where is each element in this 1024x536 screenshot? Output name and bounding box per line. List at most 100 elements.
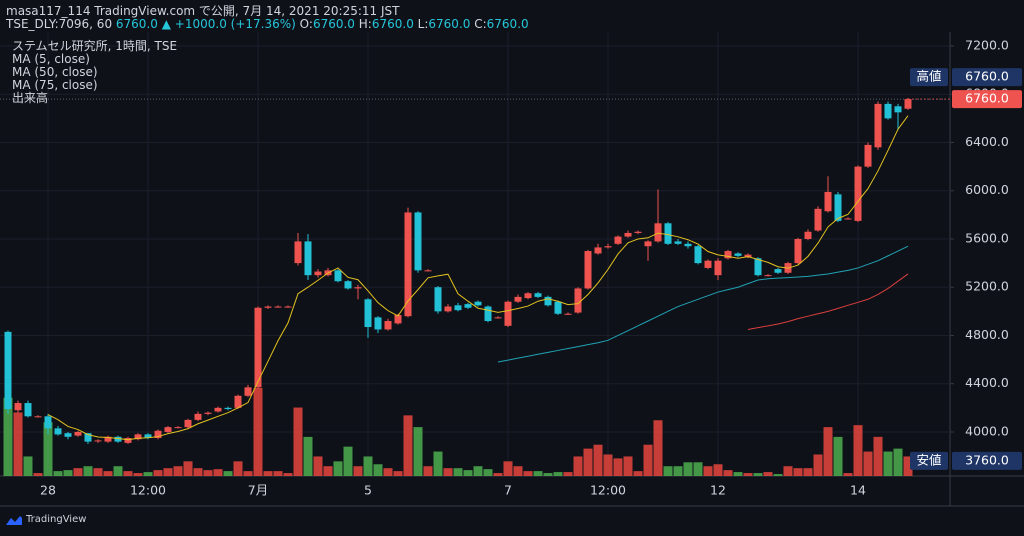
candle-body [24, 403, 32, 417]
volume-bar [773, 474, 783, 476]
volume-bar [793, 468, 803, 476]
candle-body [414, 212, 422, 271]
candle-body [104, 436, 112, 442]
candle-body [884, 103, 892, 119]
volume-bar [473, 466, 483, 476]
volume-bar [893, 448, 903, 476]
candle-body [464, 304, 472, 308]
y-tick-label: 7200.0 [965, 37, 1009, 52]
volume-bar [133, 473, 143, 476]
volume-bar [183, 461, 193, 476]
candle-body [824, 191, 832, 212]
volume-bar [203, 470, 213, 476]
ma-line [47, 115, 909, 441]
volume-bar [253, 388, 263, 476]
volume-bar [103, 471, 113, 476]
volume-bar [723, 470, 733, 476]
volume-bar [403, 415, 413, 476]
candle-body [264, 306, 272, 308]
x-tick-label: 28 [40, 483, 56, 498]
change: +1000.0 (+17.36%) [174, 17, 296, 31]
x-tick-label: 14 [850, 483, 866, 498]
volume-bar [383, 468, 393, 476]
candle-body [714, 260, 722, 276]
low-tag-box [910, 451, 948, 470]
volume-bar [753, 473, 763, 476]
chart-title: ステムセル研究所, 1時間, TSE [12, 39, 178, 53]
volume-bar [263, 471, 273, 476]
volume-bar [833, 436, 843, 476]
candle-body [124, 438, 132, 443]
candle-body [224, 407, 232, 410]
volume-bar [153, 470, 163, 476]
volume-bar [453, 468, 463, 476]
candle-body [644, 241, 652, 247]
candle-body [274, 306, 282, 308]
candle-body [594, 247, 602, 254]
price: 6760.0 [115, 17, 158, 31]
candle-body [684, 243, 692, 247]
ohlc-value: 6760.0 [486, 17, 529, 31]
volume-bar [313, 456, 323, 476]
volume-bar [193, 468, 203, 476]
candle-body [524, 293, 532, 299]
y-tick-label: 5200.0 [965, 279, 1009, 294]
volume-bar [573, 456, 583, 476]
candle-body [74, 431, 82, 436]
last-value-box [952, 90, 1022, 109]
volume-bar [553, 472, 563, 476]
legend-entry: MA (5, close) [12, 52, 90, 66]
volume-bar [463, 470, 473, 476]
candle-body [484, 306, 492, 322]
x-tick-label: 12:00 [130, 483, 166, 498]
volume-bar [503, 461, 513, 476]
volume-bar [353, 466, 363, 476]
legend: ステムセル研究所, 1時間, TSE MA (5, close) MA (50,… [12, 40, 177, 105]
volume-bar [673, 466, 683, 476]
candle-body [204, 412, 212, 414]
candle-body [394, 314, 402, 324]
volume-bar [433, 451, 443, 476]
candle-body [84, 433, 92, 442]
volume-bar [273, 471, 283, 476]
ohlc-value: 6760.0 [371, 17, 414, 31]
volume-bar [213, 469, 223, 476]
ohlc-key: H: [358, 17, 372, 31]
volume-bar [73, 468, 83, 476]
candle-body [604, 246, 612, 248]
candle-body [364, 299, 372, 328]
candle-body [454, 305, 462, 311]
candle-body [624, 232, 632, 237]
ohlc-key: C: [474, 17, 487, 31]
candle-body [134, 434, 142, 440]
branding: TradingView [6, 514, 86, 525]
x-tick-label: 5 [364, 483, 372, 498]
candle-body [774, 269, 782, 273]
volume-bar [3, 397, 13, 476]
ma-line [747, 273, 909, 330]
candle-body [114, 436, 122, 442]
volume-bar [243, 471, 253, 476]
candle-body [754, 258, 762, 276]
candle-body [804, 231, 812, 239]
volume-bar [703, 466, 713, 476]
ohlc-value: 6760.0 [428, 17, 471, 31]
volume-bar [763, 472, 773, 476]
volume-bar [93, 468, 103, 476]
high-value: 6760.0 [965, 69, 1009, 84]
volume-bar [613, 458, 623, 476]
volume-bar [523, 471, 533, 476]
legend-entry: MA (50, close) [12, 65, 98, 79]
volume-bar [83, 466, 93, 476]
high-tag-box [910, 68, 948, 87]
ma-line [497, 245, 909, 363]
candle-body [494, 317, 502, 319]
y-tick-label: 4400.0 [965, 375, 1009, 390]
legend-entry: MA (75, close) [12, 78, 98, 92]
x-tick-label: 12 [710, 483, 726, 498]
high-value-box [952, 68, 1022, 87]
volume-bar [13, 412, 23, 476]
volume-bar [643, 444, 653, 476]
